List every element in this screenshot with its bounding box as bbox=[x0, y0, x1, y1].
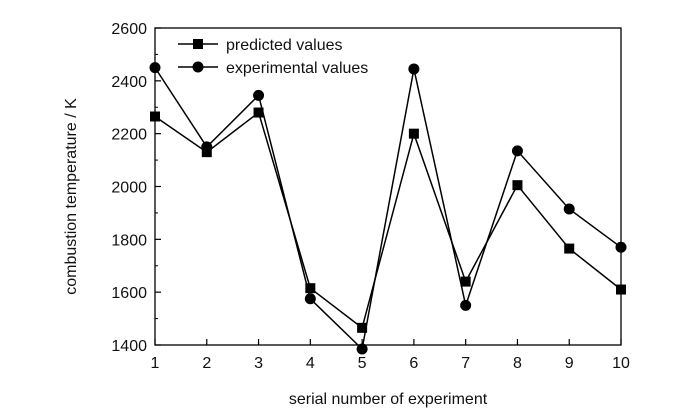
legend-marker-square bbox=[193, 39, 203, 49]
data-point-circle bbox=[149, 62, 161, 74]
x-tick-label: 7 bbox=[461, 355, 470, 372]
data-point-circle bbox=[356, 343, 368, 355]
y-tick-label: 2000 bbox=[111, 180, 147, 197]
data-point-circle bbox=[253, 89, 265, 101]
y-tick-label: 2400 bbox=[111, 74, 147, 91]
legend-label: predicted values bbox=[226, 37, 343, 54]
data-point-circle bbox=[201, 141, 213, 153]
y-tick-label: 1800 bbox=[111, 232, 147, 249]
data-point-circle bbox=[460, 299, 472, 311]
y-tick-label: 2200 bbox=[111, 127, 147, 144]
data-point-square bbox=[357, 322, 368, 333]
data-point-circle bbox=[615, 241, 627, 253]
data-point-circle bbox=[304, 293, 316, 305]
data-point-circle bbox=[511, 145, 523, 157]
x-tick-label: 4 bbox=[306, 355, 315, 372]
x-tick-label: 10 bbox=[612, 355, 630, 372]
legend-item-2: experimental values bbox=[178, 60, 368, 77]
x-tick-label: 1 bbox=[151, 355, 160, 372]
data-point-square bbox=[616, 284, 626, 295]
x-tick-label: 6 bbox=[409, 355, 418, 372]
x-axis-title: serial number of experiment bbox=[289, 391, 488, 408]
plot-area: 1400 1600 1800 2000 2200 2400 2600 1 2 3 4 5 6 7 8 9 10 bbox=[111, 21, 630, 372]
data-point-square bbox=[305, 283, 316, 294]
y-tick-label: 1600 bbox=[111, 285, 147, 302]
x-tick-label: 2 bbox=[202, 355, 211, 372]
x-tick-label: 8 bbox=[513, 355, 522, 372]
data-point-square bbox=[460, 276, 471, 287]
series-line bbox=[154, 111, 622, 330]
data-point-circle bbox=[408, 63, 420, 75]
series-1 bbox=[150, 107, 626, 333]
y-axis-title: combustion temperature / K bbox=[63, 98, 80, 295]
series-2 bbox=[149, 62, 627, 355]
legend-marker-circle bbox=[192, 61, 204, 73]
x-tick-label: 9 bbox=[565, 355, 574, 372]
y-tick-label: 1400 bbox=[111, 338, 147, 355]
data-point-square bbox=[512, 180, 523, 191]
x-tick-label: 5 bbox=[358, 355, 367, 372]
x-tick-label: 3 bbox=[254, 355, 263, 372]
legend-label: experimental values bbox=[226, 60, 368, 77]
plot-frame bbox=[154, 27, 622, 346]
y-tick-label: 2600 bbox=[111, 21, 147, 38]
data-point-square bbox=[150, 111, 160, 122]
data-point-square bbox=[408, 128, 419, 139]
data-point-square bbox=[253, 107, 264, 118]
series-layer bbox=[149, 62, 627, 355]
data-point-square bbox=[564, 243, 575, 254]
data-point-circle bbox=[563, 203, 575, 215]
legend-item-1: predicted values bbox=[178, 37, 343, 54]
legend: predicted values experimental values bbox=[178, 37, 368, 77]
series-line bbox=[154, 67, 622, 351]
